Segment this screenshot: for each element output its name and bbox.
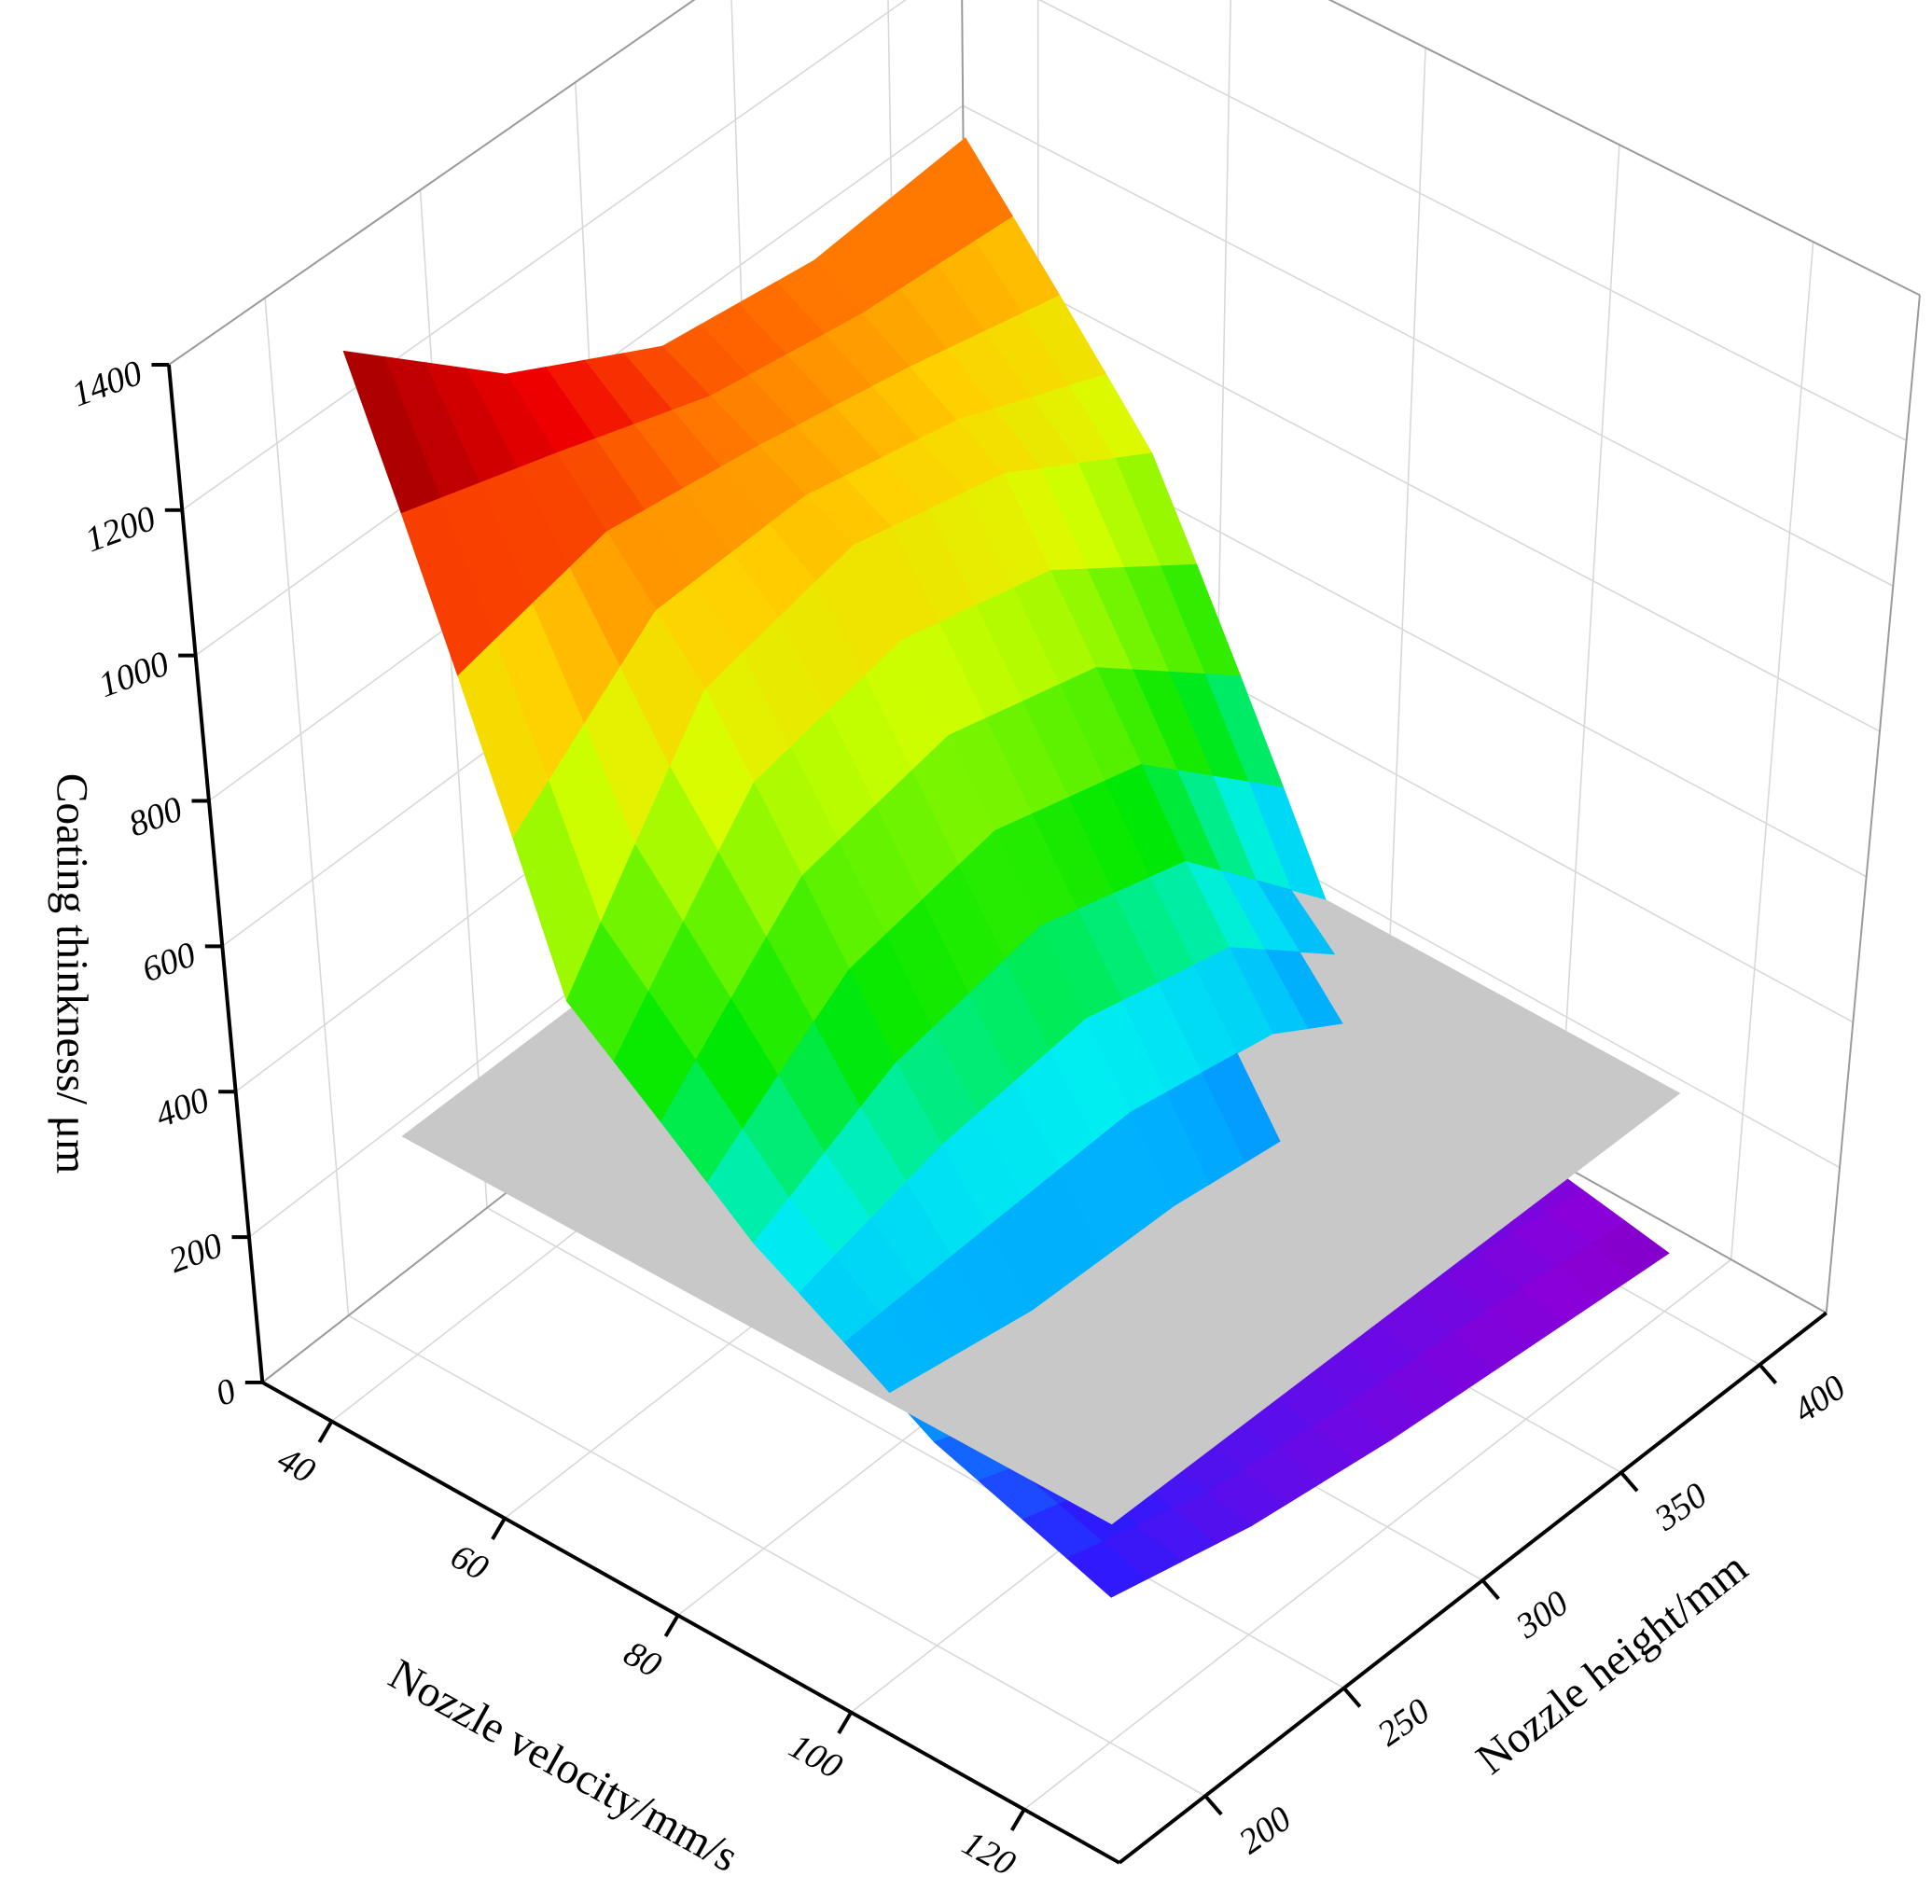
z-tick-label: 1200 xyxy=(80,499,160,561)
grid-line xyxy=(1383,48,1426,1066)
x-tick-label: 40 xyxy=(271,1439,322,1491)
z-tick-label: 800 xyxy=(124,789,188,844)
y-tick xyxy=(1619,1471,1639,1493)
x-tick-label: 80 xyxy=(618,1633,668,1685)
grid-line xyxy=(1328,0,1921,297)
plot-area: 0 200 400 600 800 1000 1200 1400 40 60 80 100 120 200… xyxy=(48,0,1921,1884)
x-tick xyxy=(663,1614,680,1638)
grid-line xyxy=(264,298,350,1316)
grid-line xyxy=(419,189,488,1208)
box-edge xyxy=(1327,0,1921,297)
x-axis-title: Nozzle velocity/mm/s xyxy=(381,1650,745,1882)
box-edge xyxy=(168,0,696,366)
y-tick xyxy=(1480,1578,1500,1601)
surface-patch xyxy=(1066,1541,1147,1598)
grid-line xyxy=(1023,1258,1732,1811)
y-tick xyxy=(1203,1794,1223,1816)
surface-patch xyxy=(843,1313,926,1394)
y-tick-label: 200 xyxy=(1232,1799,1299,1861)
box-edge xyxy=(1825,295,1921,1313)
x-tick-label: 100 xyxy=(783,1727,849,1787)
y-tick-label: 300 xyxy=(1508,1583,1576,1647)
z-tick-label: 1000 xyxy=(93,644,174,705)
y-tick xyxy=(1342,1687,1362,1708)
z-tick-label: 200 xyxy=(164,1226,228,1281)
grid-line xyxy=(964,250,1881,732)
y-tick xyxy=(1758,1363,1778,1384)
y-axis xyxy=(1118,1311,1828,1865)
x-axis xyxy=(261,1381,1120,1865)
x-tick xyxy=(1009,1808,1026,1832)
y-axis-title: Nozzle height/mm xyxy=(1467,1543,1757,1784)
y-tick-label: 350 xyxy=(1647,1476,1715,1539)
z-axis xyxy=(166,364,265,1383)
grid-line xyxy=(1730,242,1814,1260)
y-tick-label: 400 xyxy=(1786,1368,1853,1430)
grid-line xyxy=(962,104,1894,587)
y-tick-label: 250 xyxy=(1370,1691,1437,1754)
x-tick xyxy=(837,1711,853,1735)
grid-line xyxy=(181,0,907,511)
x-tick-label: 60 xyxy=(444,1536,494,1588)
z-axis-title: Coating thinkness/ μm xyxy=(48,773,96,1174)
z-tick-label: 0 xyxy=(211,1371,241,1414)
z-tick-label: 600 xyxy=(137,935,201,990)
grid-line xyxy=(1037,0,1907,441)
grid-line xyxy=(486,1207,1345,1689)
z-tick-label: 400 xyxy=(150,1080,214,1135)
grid-line xyxy=(348,1314,1206,1797)
grid-line xyxy=(1557,145,1620,1163)
x-tick xyxy=(491,1517,507,1541)
x-tick-label: 120 xyxy=(955,1824,1022,1884)
z-tick-label: 1400 xyxy=(67,354,147,415)
x-tick xyxy=(317,1420,334,1444)
